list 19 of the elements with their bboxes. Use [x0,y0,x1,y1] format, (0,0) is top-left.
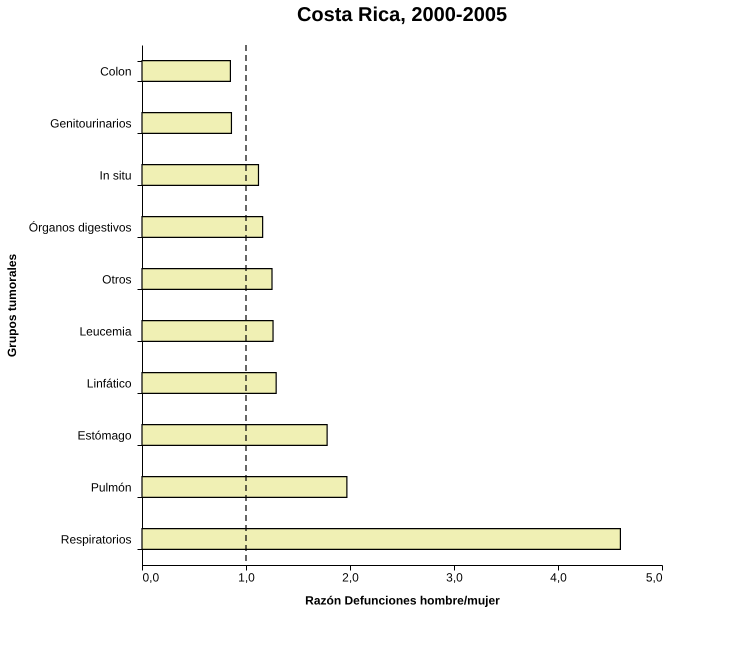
y-tick-label: Respiratorios [60,532,132,546]
y-tick-label: Estómago [77,428,132,442]
x-tick-label: 0,0 [142,570,160,584]
y-tick-label: Linfático [86,376,132,390]
y-tick-label: Genitourinarios [50,116,132,130]
x-axis-title: Razón Defunciones hombre/mujer [305,594,500,608]
x-tick-label: 1,0 [238,570,256,584]
y-axis-title: Grupos tumorales [4,254,19,358]
y-tick-label: Leucemia [79,324,132,338]
chart-title: Costa Rica, 2000-2005 [296,4,508,26]
y-tick-label: Colon [100,64,132,78]
x-tick-label: 4,0 [550,570,568,584]
y-tick-label: Órganos digestivos [28,220,132,234]
y-tick-label: Pulmón [90,480,132,494]
x-tick-label: 2,0 [342,570,360,584]
y-tick-label: In situ [99,168,132,182]
x-tick-label: 3,0 [446,570,464,584]
y-tick-label: Otros [102,272,132,286]
x-tick-label: 5,0 [646,570,663,584]
